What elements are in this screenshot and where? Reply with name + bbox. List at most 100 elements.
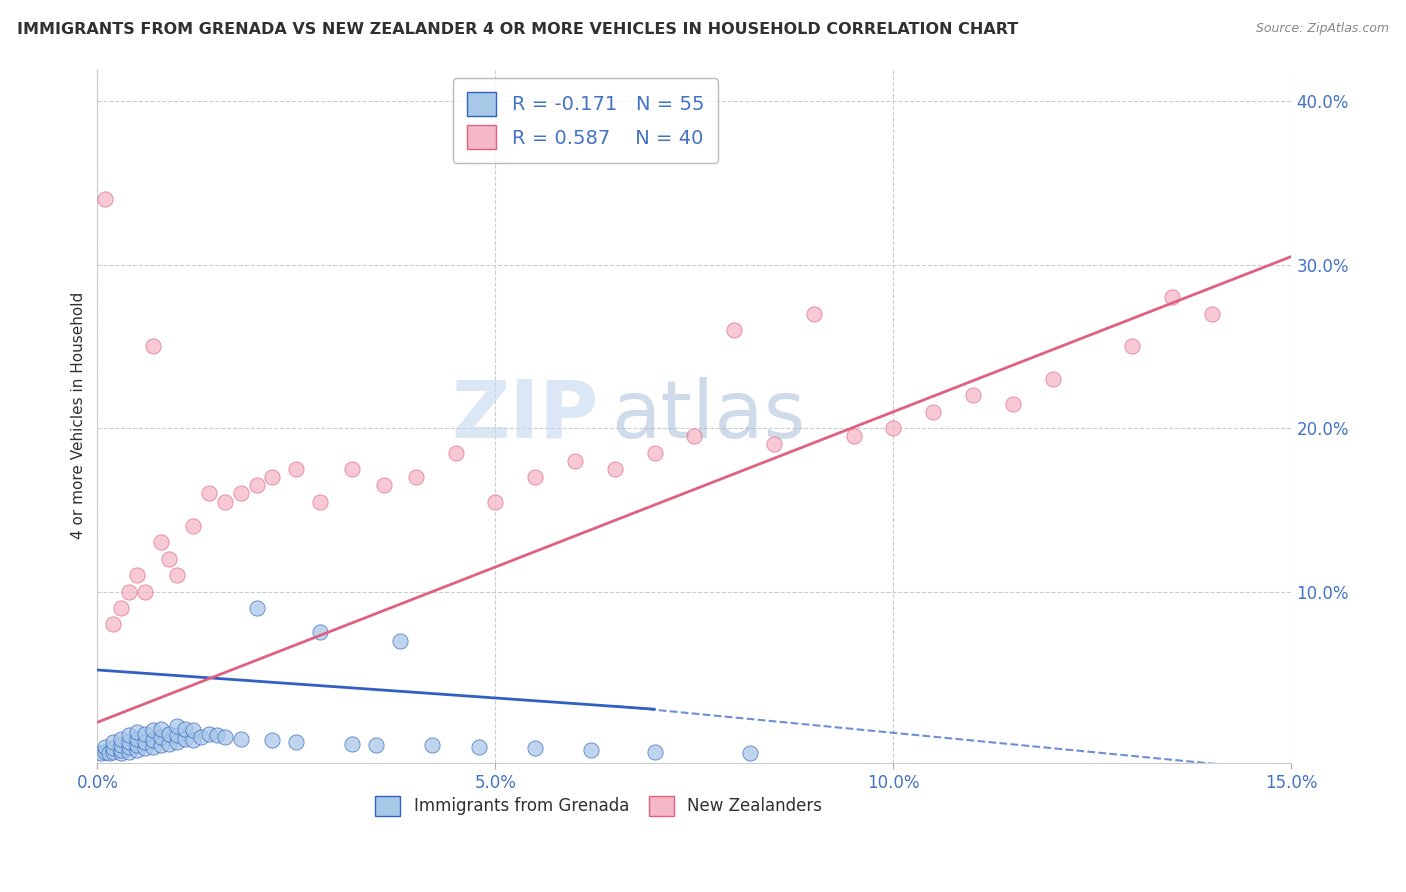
Point: [174, 731, 197, 746]
Point: [229, 731, 252, 746]
Point: [142, 339, 165, 353]
Point: [103, 735, 125, 749]
Point: [309, 494, 332, 508]
Point: [444, 445, 467, 459]
Point: [262, 733, 284, 747]
Point: [882, 421, 904, 435]
Point: [127, 731, 149, 746]
Point: [110, 743, 132, 757]
Point: [118, 584, 141, 599]
Point: [484, 494, 506, 508]
Point: [245, 600, 267, 615]
Point: [262, 470, 284, 484]
Point: [134, 727, 156, 741]
Point: [110, 738, 132, 752]
Point: [118, 745, 141, 759]
Point: [150, 730, 173, 744]
Point: [134, 741, 156, 756]
Point: [166, 718, 188, 732]
Point: [166, 568, 188, 582]
Point: [388, 633, 411, 648]
Point: [740, 747, 762, 761]
Point: [150, 738, 173, 752]
Point: [103, 745, 125, 759]
Point: [94, 739, 117, 754]
Point: [190, 730, 212, 744]
Point: [373, 478, 395, 492]
Point: [134, 735, 156, 749]
Point: [420, 738, 443, 752]
Point: [181, 733, 204, 747]
Point: [118, 735, 141, 749]
Point: [205, 728, 228, 742]
Point: [174, 722, 197, 736]
Point: [198, 486, 221, 500]
Point: [127, 738, 149, 752]
Point: [285, 735, 308, 749]
Point: [962, 388, 984, 402]
Point: [1042, 372, 1064, 386]
Point: [103, 741, 125, 756]
Point: [922, 405, 945, 419]
Point: [127, 725, 149, 739]
Point: [285, 462, 308, 476]
Point: [142, 739, 165, 754]
Point: [103, 617, 125, 632]
Point: [1121, 339, 1143, 353]
Text: ZIP: ZIP: [451, 376, 599, 455]
Point: [134, 584, 156, 599]
Point: [181, 723, 204, 738]
Point: [198, 727, 221, 741]
Point: [127, 743, 149, 757]
Point: [166, 728, 188, 742]
Point: [1161, 290, 1184, 304]
Point: [110, 600, 132, 615]
Text: Source: ZipAtlas.com: Source: ZipAtlas.com: [1256, 22, 1389, 36]
Point: [157, 737, 180, 751]
Point: [468, 739, 491, 754]
Point: [166, 735, 188, 749]
Point: [763, 437, 786, 451]
Point: [842, 429, 865, 443]
Point: [564, 454, 586, 468]
Legend: Immigrants from Grenada, New Zealanders: Immigrants from Grenada, New Zealanders: [367, 788, 831, 824]
Point: [1001, 396, 1024, 410]
Point: [364, 738, 387, 752]
Point: [94, 745, 117, 759]
Point: [150, 722, 173, 736]
Point: [524, 741, 547, 756]
Point: [683, 429, 706, 443]
Point: [157, 551, 180, 566]
Point: [309, 625, 332, 640]
Text: atlas: atlas: [610, 376, 806, 455]
Point: [229, 486, 252, 500]
Point: [181, 519, 204, 533]
Point: [1201, 307, 1223, 321]
Point: [118, 728, 141, 742]
Point: [142, 723, 165, 738]
Point: [118, 739, 141, 754]
Point: [90, 747, 112, 761]
Point: [94, 192, 117, 206]
Point: [98, 747, 121, 761]
Point: [127, 568, 149, 582]
Point: [214, 494, 236, 508]
Point: [340, 462, 363, 476]
Point: [157, 727, 180, 741]
Point: [340, 737, 363, 751]
Point: [803, 307, 825, 321]
Point: [644, 445, 666, 459]
Point: [110, 747, 132, 761]
Point: [405, 470, 427, 484]
Point: [142, 733, 165, 747]
Point: [524, 470, 547, 484]
Point: [150, 535, 173, 549]
Point: [110, 731, 132, 746]
Point: [723, 323, 745, 337]
Point: [579, 743, 602, 757]
Y-axis label: 4 or more Vehicles in Household: 4 or more Vehicles in Household: [72, 293, 86, 540]
Point: [214, 730, 236, 744]
Text: IMMIGRANTS FROM GRENADA VS NEW ZEALANDER 4 OR MORE VEHICLES IN HOUSEHOLD CORRELA: IMMIGRANTS FROM GRENADA VS NEW ZEALANDER…: [17, 22, 1018, 37]
Point: [603, 462, 626, 476]
Point: [644, 745, 666, 759]
